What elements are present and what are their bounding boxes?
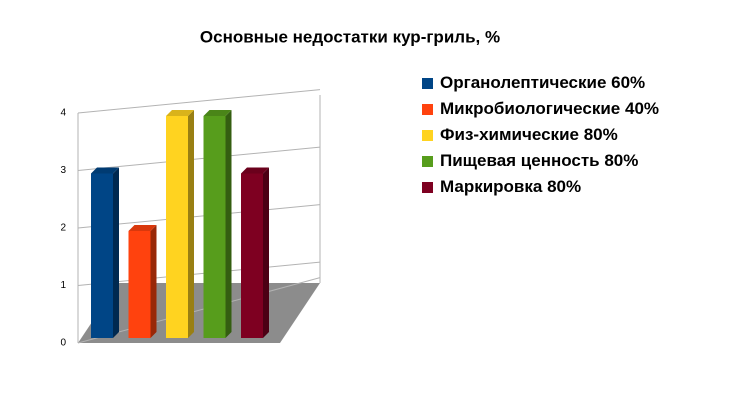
legend-label: Маркировка 80% <box>440 177 582 196</box>
legend-swatch <box>422 156 433 167</box>
bar-side <box>150 225 157 338</box>
legend: Органолептические 60% Микробиологические … <box>420 72 720 202</box>
legend-item: Физ-химические 80% <box>420 124 720 146</box>
y-tick-label: 0 <box>60 338 66 349</box>
bar <box>166 110 194 338</box>
y-tick-label: 1 <box>60 280 66 291</box>
legend-swatch <box>422 182 433 193</box>
chart-title: Основные недостатки кур-гриль, % <box>200 27 500 46</box>
bar-top <box>166 110 194 116</box>
bar-front <box>91 173 113 338</box>
legend-swatch <box>422 130 433 141</box>
bar-side <box>263 167 269 338</box>
bar-top <box>241 167 269 174</box>
legend-label: Микробиологические 40% <box>440 99 660 118</box>
bar-side <box>113 167 119 338</box>
legend-label: Пищевая ценность 80% <box>440 151 639 170</box>
bar <box>203 110 232 338</box>
bar-front <box>166 116 188 338</box>
bar-front <box>241 173 263 338</box>
bar <box>241 167 269 338</box>
bar-top <box>128 225 157 231</box>
bar-top <box>203 110 232 116</box>
legend-item: Маркировка 80% <box>420 176 720 198</box>
bar-top <box>91 167 119 174</box>
bar-side <box>188 110 194 338</box>
y-tick-label: 4 <box>60 108 66 119</box>
legend-item: Пищевая ценность 80% <box>420 150 720 172</box>
legend-swatch <box>422 78 433 89</box>
legend-label: Физ-химические 80% <box>440 125 618 144</box>
bar-front <box>203 116 226 338</box>
y-tick-label: 3 <box>60 165 66 176</box>
legend-swatch <box>422 104 433 115</box>
grid-line <box>77 146 321 171</box>
grid-line <box>77 89 321 114</box>
legend-item: Органолептические 60% <box>420 72 720 94</box>
bar-side <box>225 110 232 338</box>
bar <box>128 225 157 338</box>
bar <box>91 167 119 338</box>
legend-label: Органолептические 60% <box>440 73 646 92</box>
bar-front <box>128 231 151 338</box>
legend-item: Микробиологические 40% <box>420 98 720 120</box>
y-tick-label: 2 <box>60 223 66 234</box>
